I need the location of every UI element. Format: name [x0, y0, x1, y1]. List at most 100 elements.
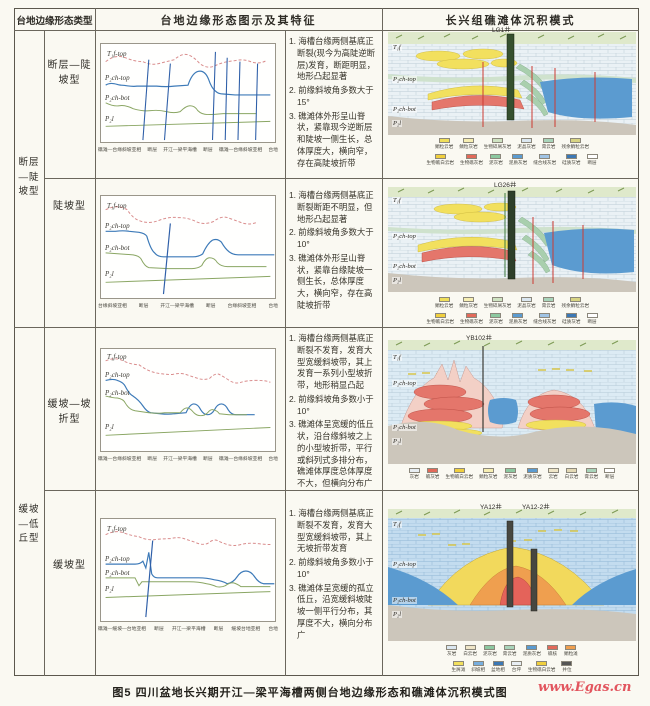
margin-profile-sketch-1: T₁f-top P₂ch-top P₂ch-bot P₂l	[100, 43, 276, 143]
legend-item: 生物礁灰岩	[460, 154, 483, 166]
group-label-fault-steep: 断层—陡坡型	[18, 156, 40, 198]
legend-item: 礁核	[546, 645, 558, 657]
legend-item: 泥晶灰岩	[517, 297, 536, 309]
table-border	[285, 30, 286, 676]
curve-label-t1f-top: T₁f-top	[107, 202, 127, 210]
profile-curves	[105, 206, 275, 295]
row-type-steep: 陡坡型	[53, 201, 86, 213]
legend-item: 井位	[561, 661, 573, 673]
axis-label: 断层	[205, 304, 216, 309]
group-label-gentle-mound: 缓坡—低丘型	[18, 503, 40, 545]
table-border	[14, 327, 639, 328]
sketch-axis-labels-3: 礁滩—台缘斜坡亚相 断层 开江—梁平海槽 断层 礁滩—台缘斜坡亚相 台地	[98, 455, 278, 462]
model-cross-section	[388, 340, 636, 464]
note-item: 1. 海槽台缘两侧基底正断裂(现今为高陡逆断层)发育，断距明显，地形凸起显著	[289, 36, 376, 82]
layer-label-ch-bot: P₂ch-bot	[392, 263, 417, 270]
well-label: LG26井	[494, 182, 517, 189]
figure-caption: 图5 四川盆地长兴期开江—梁平海槽两侧台地边缘形态和礁滩体沉积模式图	[112, 687, 508, 699]
axis-label: 断层	[203, 457, 213, 462]
layer-label-ch-top: P₂ch-top	[392, 380, 417, 387]
axis-label: 断层	[154, 627, 164, 632]
legend-item: 断层	[604, 468, 616, 480]
row-type-gentle: 缓坡型	[53, 560, 86, 572]
axis-label: 开江—梁平海槽	[163, 457, 197, 462]
legend-item: 缝合线灰岩	[533, 313, 556, 325]
legend-item: 断层	[586, 313, 598, 325]
legend-item: 灰岩	[446, 645, 458, 657]
header-type-column: 台地边缘形态类型	[16, 15, 93, 27]
legend-item: 硅质灰岩	[562, 313, 581, 325]
row-notes-2: 1. 海槽台缘两侧基底正断裂断距不明显，但地形凸起显著 2. 前缘斜坡角多数大于1…	[289, 190, 379, 314]
legend-item: 白云岩	[463, 645, 477, 657]
note-item: 2. 前缘斜坡角多数大于10°	[289, 227, 374, 250]
legend-item: 生物礁灰岩	[460, 313, 483, 325]
axis-label: 台缘斜坡亚相	[98, 304, 127, 309]
legend-item: 生屑滩	[452, 661, 465, 673]
model-legend-row: 生物礁白云岩 生物礁灰岩 泥灰岩 泥质灰岩 缝合线灰岩 硅质灰岩 断层	[388, 313, 636, 325]
curve-label-ch-top: P₂ch-top	[105, 371, 130, 379]
row-notes-1: 1. 海槽台缘两侧基底正断裂(现今为高陡逆断层)发育，断距明显，地形凸起显著 2.…	[289, 36, 379, 171]
table-border	[382, 8, 383, 676]
margin-profile-sketch-2: T₁f-top P₂ch-top P₂ch-bot P₂l	[100, 195, 276, 299]
axis-label: 开江—梁平海槽	[171, 627, 206, 632]
layer-label-t1f: T₁f	[392, 354, 402, 361]
curve-label-t1f-top: T₁f-top	[107, 50, 127, 58]
axis-label: 断层	[138, 304, 149, 309]
legend-item: 膏云岩	[542, 297, 555, 309]
legend-item: 鲕粒滩	[564, 645, 578, 657]
header-model-column: 长兴组礁滩体沉积模式	[445, 14, 576, 27]
model-cross-section	[388, 32, 636, 135]
axis-label: 断层	[147, 457, 158, 462]
fault-lines	[142, 51, 259, 141]
legend-item: 缝合线灰岩	[533, 154, 556, 166]
legend-item: 台坪	[510, 661, 522, 673]
profile-curves	[105, 358, 271, 436]
curve-label-p2l: P₂l	[105, 115, 114, 123]
legend-item: 残余鲕粒云岩	[561, 297, 589, 309]
layer-label-t1f: T₁f	[392, 44, 402, 51]
legend-item: 鲕粒云岩	[435, 138, 453, 150]
note-item: 3. 礁滩体呈宽缓的低丘状，沿台缘斜坡之上的小型坡折带，平行或斜列式多排分布，礁…	[289, 419, 374, 489]
curve-label-p2l: P₂l	[105, 423, 114, 431]
profile-curves	[105, 51, 271, 141]
legend-item: 膏云岩	[503, 645, 517, 657]
legend-item: 断层	[586, 154, 598, 166]
model-legend-row: 生屑滩 斜坡相 盆地相 台坪 生物礁白云岩 井位	[388, 661, 636, 673]
legend-item: 云岩	[547, 468, 559, 480]
layer-label-ch-top: P₂ch-top	[392, 76, 417, 83]
legend-item: 生物礁白云岩	[426, 313, 454, 325]
legend-item: 泥质灰岩	[509, 154, 527, 166]
sketch-axis-labels-2: 台缘斜坡亚相 断层 开江—梁平海槽 断层 台缘斜坡亚相 台地	[98, 302, 278, 309]
curve-label-ch-bot: P₂ch-bot	[105, 244, 130, 252]
model-cross-section	[388, 187, 636, 292]
axis-label: 礁滩—台缘斜坡亚相	[98, 148, 142, 153]
legend-item: 灰岩	[408, 468, 420, 480]
row-notes-4: 1. 海槽台缘两侧基底正断裂不发育，发育大型宽缓斜坡带，其上无坡折带发育 2. 前…	[289, 508, 379, 643]
model-legend-row: 鲕粒云岩 鲕粒灰岩 生物碎屑灰岩 泥晶灰岩 膏云岩 残余鲕粒云岩	[388, 297, 636, 309]
axis-label: 台地	[268, 627, 278, 632]
legend-item: 泥灰岩	[483, 645, 497, 657]
legend-item: 白云岩	[565, 468, 578, 480]
curve-label-p2l: P₂l	[105, 585, 114, 593]
curve-label-t1f-top: T₁f-top	[107, 525, 127, 533]
axis-label: 开江—梁平海槽	[160, 304, 194, 309]
axis-label: 断层	[213, 627, 224, 632]
legend-item: 鲕粒云岩	[435, 297, 453, 309]
note-item: 3. 礁滩体外形呈山脊状，紧靠现今逆断层和陡坡一侧生长，总体厚度大，横向窄，存在…	[289, 110, 373, 168]
note-item: 1. 海槽台缘两侧基底正断裂断距不明显，但地形凸起显著	[289, 190, 374, 224]
legend-item: 泥灰岩	[503, 468, 517, 480]
row-type-slope-break: 缓坡—坡折型	[47, 398, 92, 426]
model-legend-row: 鲕粒云岩 鲕粒灰岩 生物碎屑灰岩 泥晶灰岩 膏云岩 残余鲕粒云岩	[388, 138, 636, 150]
layer-label-ch-top: P₂ch-top	[392, 561, 417, 568]
note-item: 2. 前缘斜坡角多数小于10°	[289, 393, 374, 416]
curve-label-p2l: P₂l	[105, 270, 114, 278]
axis-label: 礁滩—台缘斜坡亚相	[218, 457, 263, 462]
table-border	[14, 30, 639, 31]
table-border	[44, 30, 45, 676]
sketch-axis-labels-1: 礁滩—台缘斜坡亚相 断层 开江—梁平海槽 断层 礁滩—台缘斜坡亚相 台地	[98, 146, 278, 153]
curve-label-t1f-top: T₁f-top	[107, 353, 127, 361]
axis-label: 缓坡台地亚相	[231, 627, 261, 632]
well-label: LG1井	[492, 27, 511, 34]
legend-item: 泥质灰岩	[523, 468, 542, 480]
